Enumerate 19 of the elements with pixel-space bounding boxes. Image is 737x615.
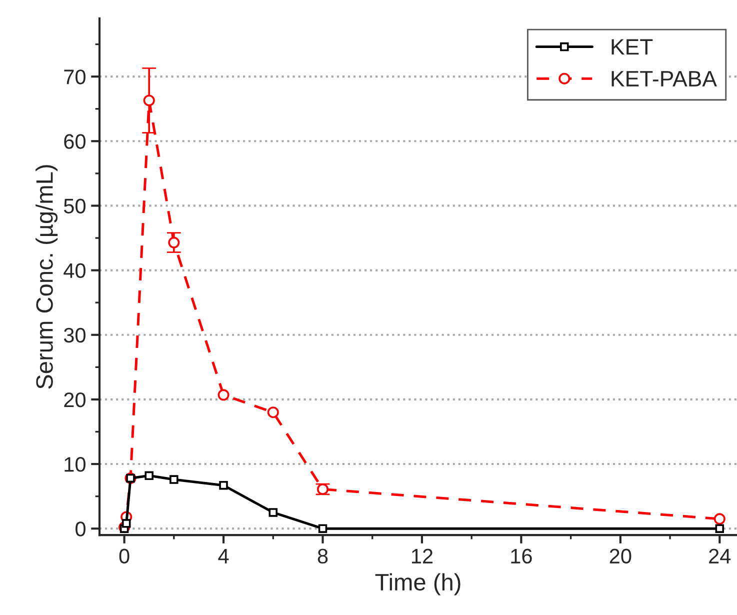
x-tick-label: 8	[318, 548, 328, 564]
y-tick-label: 40	[64, 263, 86, 278]
x-axis-title: Time (h)	[375, 573, 460, 596]
y-tick-label: 10	[64, 457, 86, 472]
x-tick-label: 4	[218, 549, 229, 564]
legend-label: KET-PABA	[612, 71, 717, 86]
x-tick-label: 0	[119, 548, 130, 564]
legend-label: KET	[612, 39, 653, 55]
y-axis-title: Serum Conc. (µg/mL)	[36, 165, 58, 389]
x-tick-label: 20	[610, 548, 632, 564]
x-tick-label: 24	[709, 548, 731, 564]
y-tick-label: 70	[64, 70, 86, 84]
y-tick-label: 60	[64, 134, 86, 149]
y-tick-label: 0	[76, 522, 86, 536]
x-tick-label: 12	[412, 548, 433, 564]
y-tick-label: 30	[64, 328, 86, 343]
y-tick-label: 50	[64, 198, 86, 214]
x-tick-label: 16	[511, 548, 532, 564]
y-tick-label: 20	[64, 392, 86, 408]
